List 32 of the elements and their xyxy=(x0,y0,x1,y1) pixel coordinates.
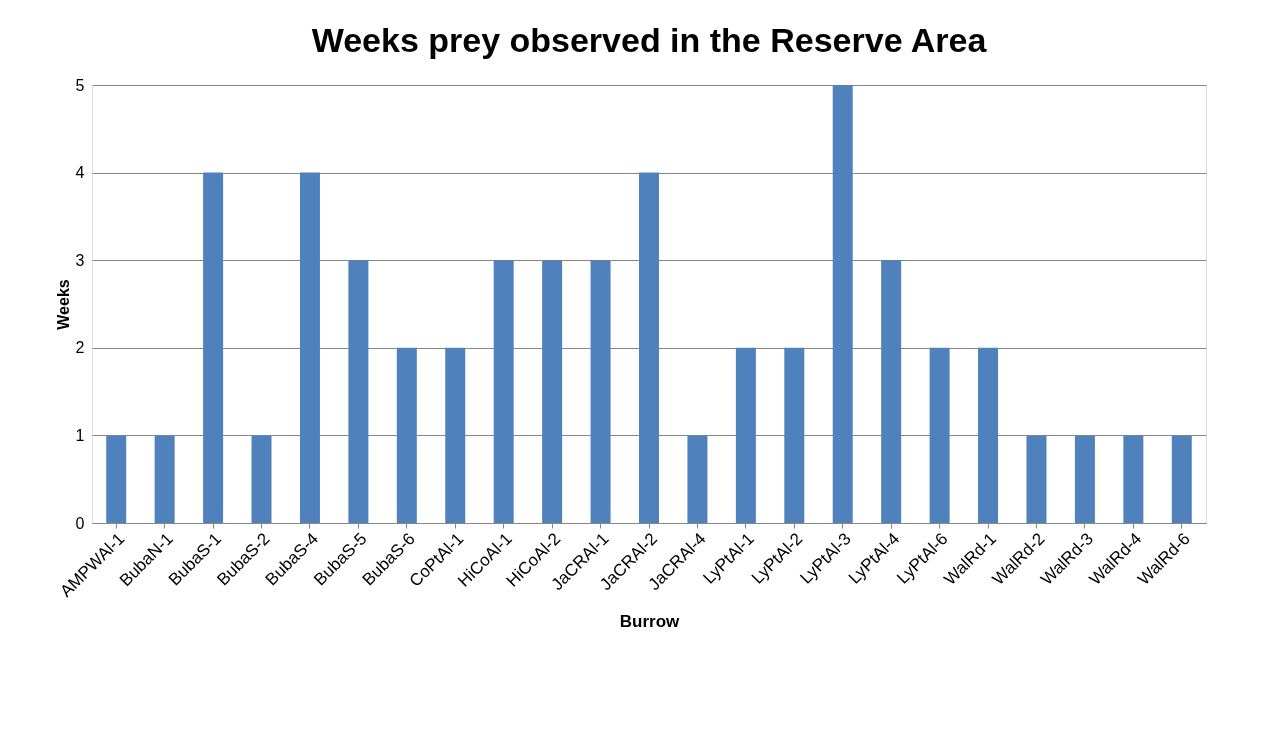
bar xyxy=(203,172,224,523)
y-tick-label: 2 xyxy=(75,339,85,357)
bar xyxy=(493,260,514,523)
bar xyxy=(881,260,902,523)
y-tick-label: 3 xyxy=(75,251,85,269)
chart-title: Weeks prey observed in the Reserve Area xyxy=(311,21,988,59)
bar xyxy=(687,435,708,523)
bar xyxy=(832,85,853,523)
bar xyxy=(299,172,320,523)
bar xyxy=(1171,435,1192,523)
bar xyxy=(154,435,175,523)
bar xyxy=(639,172,659,523)
bar xyxy=(735,347,756,523)
y-axis-title: Weeks xyxy=(54,279,72,330)
bar xyxy=(784,347,805,523)
y-tick-label: 0 xyxy=(75,514,85,532)
bar xyxy=(590,260,611,523)
bar xyxy=(445,347,466,523)
bar xyxy=(1123,435,1144,523)
y-tick-label: 1 xyxy=(75,426,85,444)
bar xyxy=(396,347,417,523)
bar xyxy=(348,260,369,523)
bar xyxy=(106,435,127,523)
y-tick-label: 5 xyxy=(75,76,85,94)
bar xyxy=(542,260,563,523)
y-tick-label: 4 xyxy=(75,164,85,182)
bar xyxy=(929,347,950,523)
x-axis-title: Burrow xyxy=(619,612,681,632)
bar xyxy=(978,347,999,523)
bar xyxy=(1074,435,1095,523)
bar xyxy=(1026,435,1047,523)
bar xyxy=(251,435,272,523)
